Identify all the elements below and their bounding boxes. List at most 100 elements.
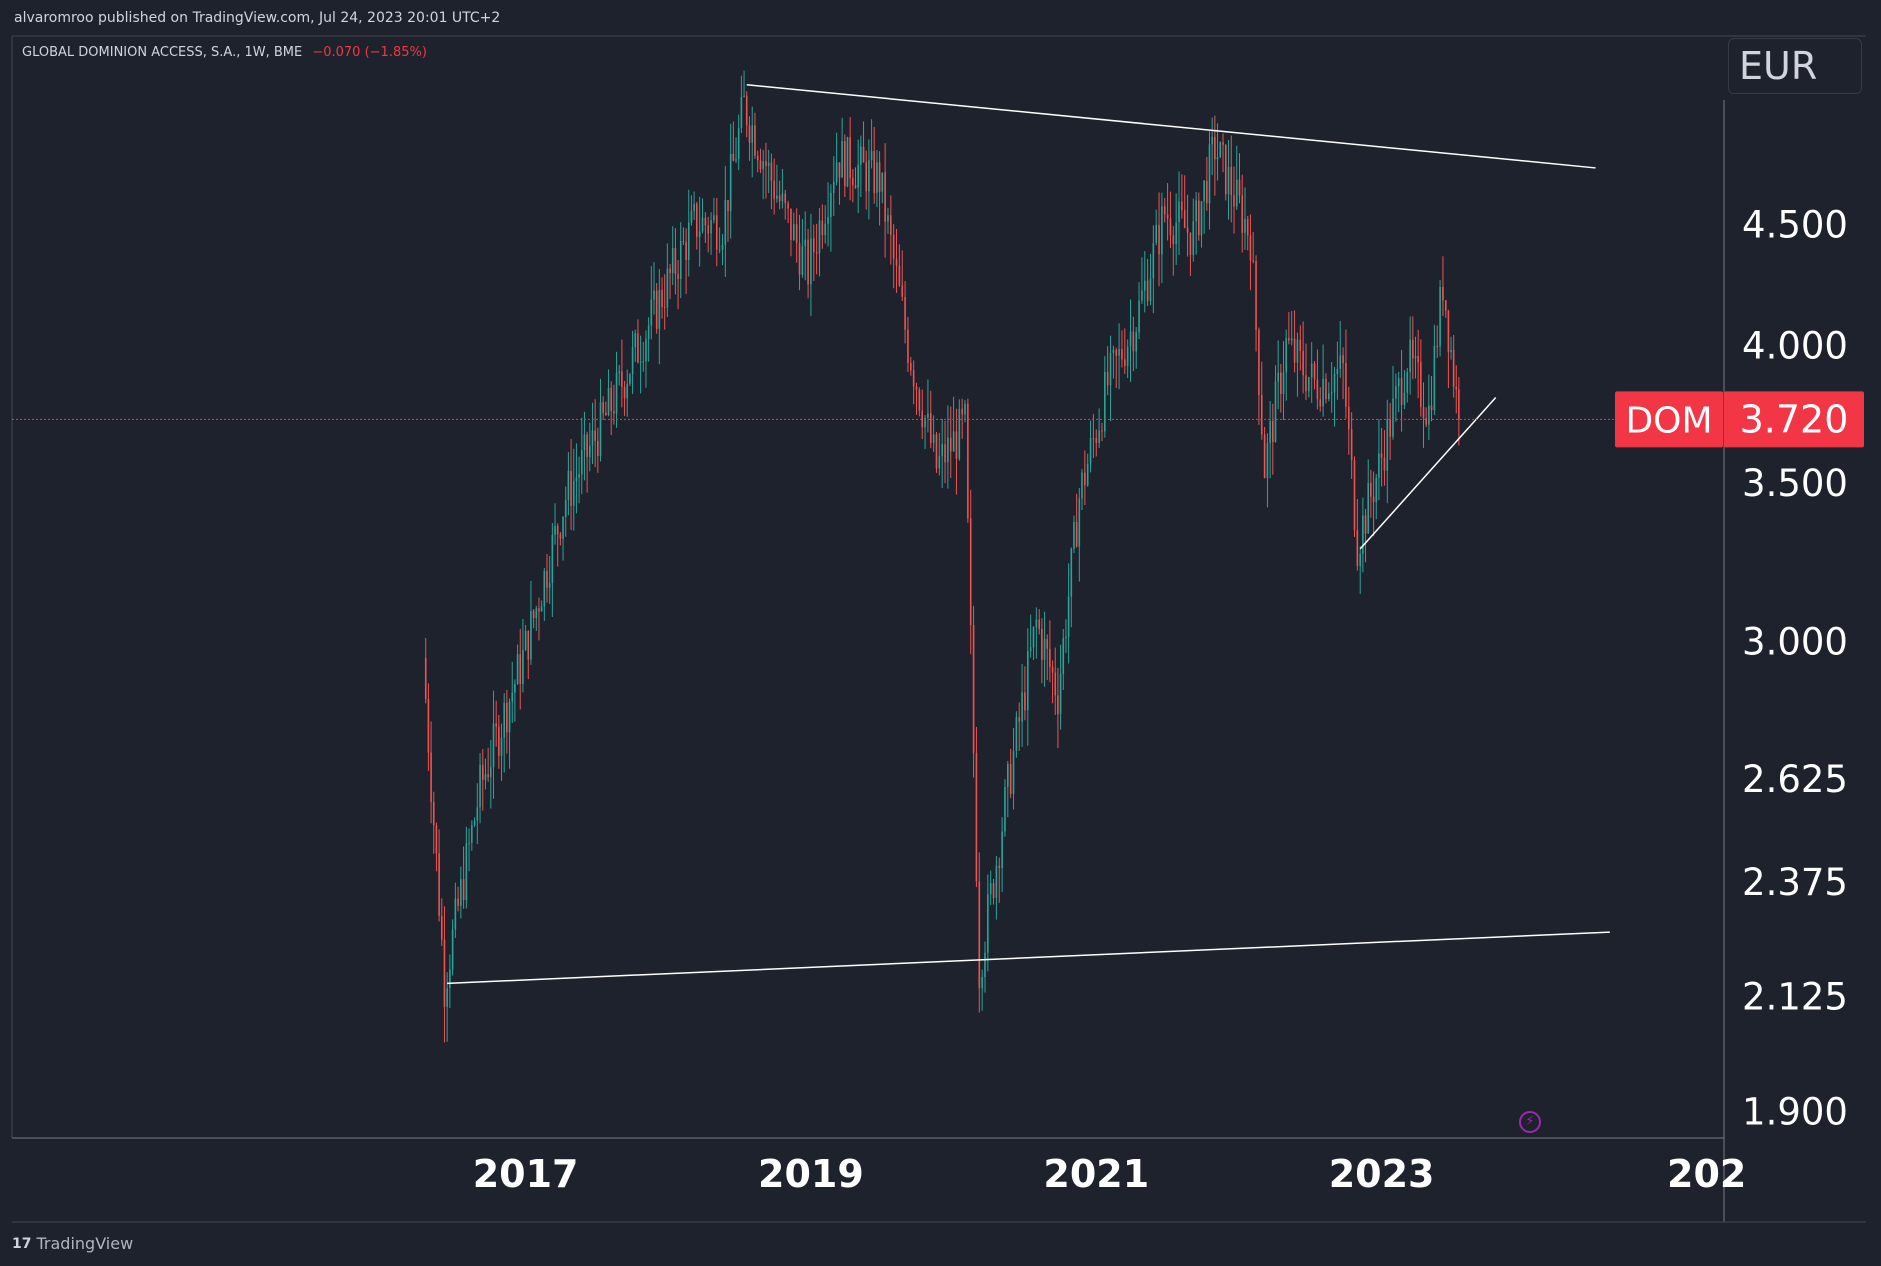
candle-body	[671, 247, 674, 274]
time-tick-label: 202	[1667, 1152, 1746, 1196]
candle-body	[1219, 142, 1222, 158]
candle-body	[862, 146, 865, 163]
candle-body	[958, 408, 961, 459]
currency-selector[interactable]: EUR	[1728, 38, 1862, 94]
candle-body	[721, 244, 724, 250]
candle-body	[729, 153, 732, 212]
candle-body	[1084, 472, 1086, 486]
candle-body	[465, 843, 468, 900]
candle-body	[500, 737, 503, 756]
candle-body	[784, 193, 787, 204]
candle-body	[881, 172, 884, 192]
candle-body	[462, 879, 465, 900]
brand-name: TradingView	[36, 1234, 134, 1253]
candle-body	[440, 915, 443, 940]
candle-body	[1132, 331, 1135, 352]
footer-brand[interactable]: 17 TradingView	[12, 1234, 133, 1253]
candle-body	[1004, 786, 1006, 832]
last-price-badge	[1724, 391, 1864, 448]
candle-body	[849, 137, 851, 179]
candle-body	[1260, 395, 1263, 435]
candle-body	[804, 239, 807, 247]
candle-body	[961, 408, 963, 415]
candle-body	[1414, 356, 1417, 359]
candle-body	[1258, 329, 1260, 396]
symbol-name: GLOBAL DOMINION ACCESS, S.A., 1W, BME	[22, 45, 303, 60]
candle-body	[901, 285, 904, 297]
candle-body	[1308, 377, 1310, 392]
candle-body	[530, 610, 532, 660]
candle-body	[687, 222, 690, 261]
candle-body	[952, 431, 955, 452]
trendline[interactable]	[447, 931, 1610, 985]
candle-body	[857, 164, 859, 188]
candle-body	[1015, 717, 1018, 751]
candle-body	[1081, 472, 1083, 499]
trendline[interactable]	[746, 84, 1596, 169]
candle-body	[451, 929, 454, 970]
candle-body	[546, 571, 548, 588]
candle-body	[1330, 392, 1333, 394]
candle-body	[1172, 235, 1175, 245]
candle-body	[1054, 672, 1057, 696]
candle-body	[1104, 371, 1106, 432]
candle-body	[1046, 639, 1049, 649]
candle-body	[972, 625, 975, 753]
candle-body	[1333, 374, 1336, 393]
candle-body	[693, 203, 695, 211]
time-axis[interactable]: 2017 2019 2021 2023 202	[473, 1152, 1747, 1196]
candle-body	[1450, 349, 1452, 353]
lightning-icon[interactable]: ⚡	[1519, 1111, 1541, 1133]
price-tick-label: 1.900	[1742, 1091, 1848, 1134]
candle-body	[1378, 453, 1380, 478]
candle-body	[1051, 667, 1054, 673]
candle-body	[1186, 227, 1189, 233]
candle-body	[591, 430, 594, 446]
candle-body	[430, 752, 432, 802]
candle-body	[476, 807, 479, 821]
candle-body	[773, 180, 775, 199]
price-axis[interactable]: 4.500 4.000 3.500 3.000 2.625 2.375 2.125 1.900	[1742, 204, 1848, 1134]
candle-body	[1447, 310, 1450, 353]
candle-body	[1272, 421, 1274, 442]
candle-body	[870, 150, 873, 161]
candle-body	[1065, 636, 1067, 639]
candle-body	[1211, 136, 1213, 145]
candle-body	[781, 193, 784, 202]
candle-body	[1095, 438, 1098, 443]
candle-body	[435, 825, 438, 854]
candle-body	[873, 150, 876, 193]
candle-body	[1018, 717, 1021, 722]
candle-body	[854, 185, 857, 188]
candle-body	[1386, 419, 1389, 471]
candle-body	[639, 361, 642, 363]
candle-body	[1214, 136, 1216, 160]
candle-body	[623, 386, 626, 399]
candle-body	[1452, 349, 1455, 387]
candle-body	[1158, 225, 1160, 255]
candle-body	[1206, 180, 1208, 204]
candle-body	[626, 383, 629, 399]
candle-body	[801, 246, 804, 275]
trendline[interactable]	[1359, 396, 1497, 550]
candle-body	[1406, 372, 1409, 393]
candle-body	[479, 764, 481, 808]
candle-body	[887, 215, 889, 222]
candle-body	[482, 764, 484, 780]
candle-body	[645, 338, 647, 362]
candle-body	[1238, 179, 1241, 196]
candle-body	[1189, 232, 1192, 255]
candle-body	[841, 141, 843, 178]
candle-body	[1195, 200, 1197, 222]
candle-body	[818, 220, 821, 254]
candle-body	[748, 125, 751, 143]
candle-body	[586, 434, 588, 458]
candle-body	[1021, 692, 1023, 722]
price-tick-label: 3.500	[1742, 462, 1848, 505]
candle-body	[949, 437, 952, 452]
candle-body	[807, 239, 809, 285]
candle-body	[860, 146, 862, 165]
candle-body	[713, 215, 715, 220]
candle-body	[832, 181, 835, 193]
